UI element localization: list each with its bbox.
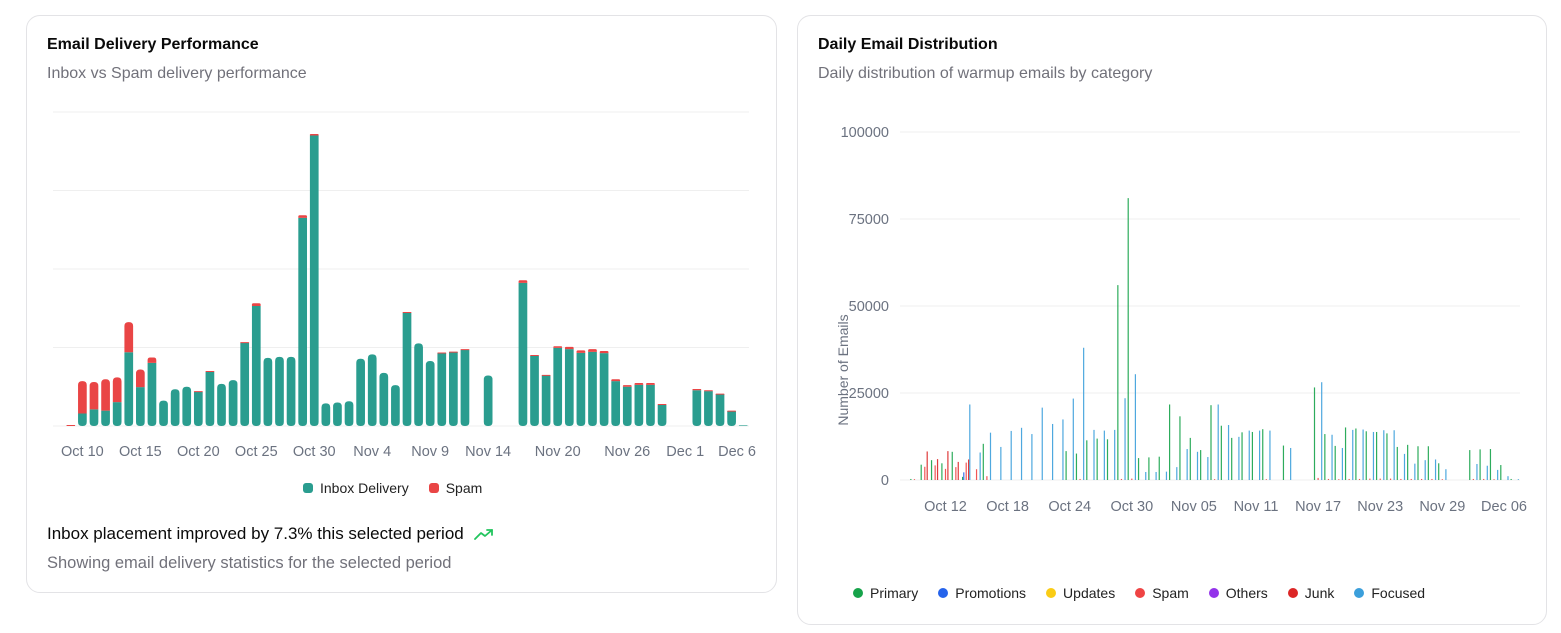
legend-swatch: [938, 588, 949, 598]
card-title: Daily Email Distribution: [818, 36, 998, 53]
legend-item-primary[interactable]: Primary: [853, 585, 918, 601]
legend-item-updates[interactable]: Updates: [1046, 585, 1115, 601]
legend-item-junk[interactable]: Junk: [1287, 585, 1335, 601]
email-delivery-performance-card: Email Delivery Performance Inbox vs Spam…: [26, 15, 777, 593]
legend-item-promotions[interactable]: Promotions: [938, 585, 1026, 601]
card-subtitle: Inbox vs Spam delivery performance: [47, 65, 307, 82]
trending-up-icon: [473, 529, 493, 540]
right-chart-legend: Primary Promotions Updates Spam Others Junk Fo…: [853, 585, 1425, 601]
legend-label: Inbox Delivery: [320, 480, 409, 496]
legend-item-inbox[interactable]: Inbox Delivery: [303, 480, 409, 496]
legend-swatch: [1135, 588, 1146, 598]
legend-label: Spam: [445, 480, 483, 496]
legend-label: Updates: [1063, 585, 1116, 601]
summary-text: Inbox placement improved by 7.3% this se…: [47, 524, 464, 543]
summary-subtext: Showing email delivery statistics for th…: [47, 554, 452, 572]
legend-label: Promotions: [955, 585, 1027, 601]
legend-label: Primary: [870, 585, 919, 601]
inbox-placement-summary: Inbox placement improved by 7.3% this se…: [47, 524, 494, 544]
legend-item-spam[interactable]: Spam: [428, 480, 483, 496]
legend-label: Junk: [1304, 585, 1335, 601]
legend-item-focused[interactable]: Focused: [1354, 585, 1425, 601]
legend-label: Others: [1225, 585, 1268, 601]
daily-email-distribution-card: Daily Email Distribution Daily distribut…: [797, 15, 1547, 625]
legend-label: Spam: [1152, 585, 1189, 601]
legend-label: Focused: [1371, 585, 1426, 601]
legend-item-spam[interactable]: Spam: [1135, 585, 1189, 601]
legend-swatch: [853, 588, 863, 598]
legend-swatch: [428, 483, 439, 493]
left-chart-legend: Inbox Delivery Spam: [303, 480, 482, 496]
legend-swatch: [1287, 588, 1298, 598]
legend-swatch: [1354, 588, 1365, 598]
legend-swatch: [303, 483, 313, 493]
legend-item-others[interactable]: Others: [1208, 585, 1268, 601]
card-title: Email Delivery Performance: [47, 36, 259, 53]
legend-swatch: [1208, 588, 1219, 598]
legend-swatch: [1046, 588, 1057, 598]
card-subtitle: Daily distribution of warmup emails by c…: [818, 65, 1153, 82]
